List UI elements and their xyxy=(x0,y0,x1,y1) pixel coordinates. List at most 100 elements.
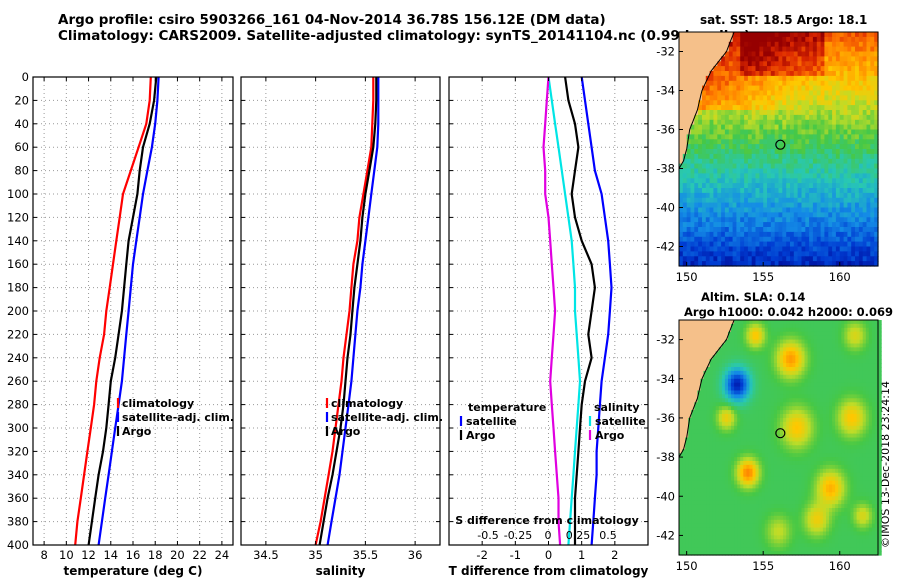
map-cell xyxy=(822,441,827,446)
map-cell xyxy=(835,241,841,248)
map-cell xyxy=(790,56,795,62)
map-cell xyxy=(747,85,753,92)
map-cell xyxy=(747,71,753,77)
map-cell xyxy=(792,414,796,419)
map-cell xyxy=(778,173,783,179)
map-cell xyxy=(868,359,873,364)
map-cell xyxy=(819,378,824,384)
map-cell xyxy=(718,323,723,329)
map-cell xyxy=(871,437,876,442)
map-cell xyxy=(866,114,871,121)
map-cell xyxy=(778,153,783,160)
map-cell xyxy=(816,212,822,218)
map-cell xyxy=(755,217,760,223)
map-cell xyxy=(698,192,703,199)
map-cell xyxy=(839,95,845,101)
map-cell xyxy=(767,363,772,368)
map-cell xyxy=(792,320,796,325)
map-cell xyxy=(734,339,738,345)
map-cell xyxy=(705,173,711,179)
map-cell xyxy=(705,168,711,174)
map-cell xyxy=(816,251,822,257)
map-cell xyxy=(783,378,787,384)
map-cell xyxy=(740,406,744,411)
map-cell xyxy=(866,75,871,82)
map-cell xyxy=(712,351,717,356)
map-cell xyxy=(783,343,787,348)
map-cell xyxy=(694,95,699,101)
legend-label: Argo xyxy=(595,429,625,442)
map-cell xyxy=(736,222,741,228)
map-cell xyxy=(862,323,867,329)
map-cell xyxy=(770,51,776,57)
map-cell xyxy=(744,32,749,38)
map-cell xyxy=(786,343,790,348)
map-cell xyxy=(835,105,841,111)
map-cell xyxy=(786,246,791,252)
map-cell xyxy=(783,398,787,403)
map-cell xyxy=(702,71,707,77)
map-cell xyxy=(844,433,848,439)
map-cell xyxy=(870,231,875,238)
map-cell xyxy=(774,173,780,179)
map-cell xyxy=(747,251,753,257)
map-cell xyxy=(786,144,791,150)
map-cell xyxy=(740,261,745,267)
map-cell xyxy=(685,406,689,411)
map-cell xyxy=(747,163,753,170)
map-cell xyxy=(728,183,734,189)
map-cell xyxy=(703,351,708,356)
map-cell xyxy=(812,163,818,170)
map-cell xyxy=(797,56,802,62)
map-cell xyxy=(702,241,707,248)
map-cell xyxy=(755,32,760,38)
map-cell xyxy=(698,178,703,184)
map-cell xyxy=(767,168,772,174)
y-tick-label: 240 xyxy=(7,351,29,365)
map-cell xyxy=(751,36,757,43)
map-cell xyxy=(752,398,757,403)
map-cell xyxy=(824,110,829,116)
map-cell xyxy=(724,124,730,131)
map-cell xyxy=(770,168,776,174)
map-cell xyxy=(809,119,814,126)
map-cell xyxy=(813,367,818,372)
map-cell xyxy=(782,236,787,243)
map-cell xyxy=(793,114,799,121)
map-cell xyxy=(731,441,735,446)
map-cell xyxy=(813,402,818,407)
map-cell xyxy=(774,80,780,87)
map-cell xyxy=(690,32,695,38)
map-cell xyxy=(764,398,769,403)
map-cell xyxy=(809,183,814,189)
map-cell xyxy=(759,153,764,160)
map-cell xyxy=(826,406,830,411)
map-cell xyxy=(790,85,795,92)
map-cell xyxy=(829,327,833,333)
map-cell xyxy=(809,100,814,106)
map-cell xyxy=(690,153,695,160)
map-cell xyxy=(698,212,703,218)
map-cell xyxy=(777,359,781,364)
map-cell xyxy=(721,246,726,252)
map-cell xyxy=(847,390,852,395)
map-cell xyxy=(801,343,806,348)
map-cell xyxy=(764,402,769,407)
map-cell xyxy=(755,390,760,395)
map-cell xyxy=(819,386,824,392)
map-cell xyxy=(855,236,860,243)
map-cell xyxy=(801,144,806,150)
map-cell xyxy=(690,51,695,57)
map-cell xyxy=(792,402,796,407)
map-cell xyxy=(859,394,864,399)
map-cell xyxy=(797,217,802,223)
map-cell xyxy=(820,32,825,38)
map-cell xyxy=(740,163,745,170)
map-cell xyxy=(847,382,852,388)
map-cell xyxy=(871,323,876,329)
map-cell xyxy=(777,417,781,423)
map-cell xyxy=(782,114,787,121)
map-cell xyxy=(790,197,795,204)
map-cell xyxy=(804,398,809,403)
map-cell xyxy=(816,331,821,337)
